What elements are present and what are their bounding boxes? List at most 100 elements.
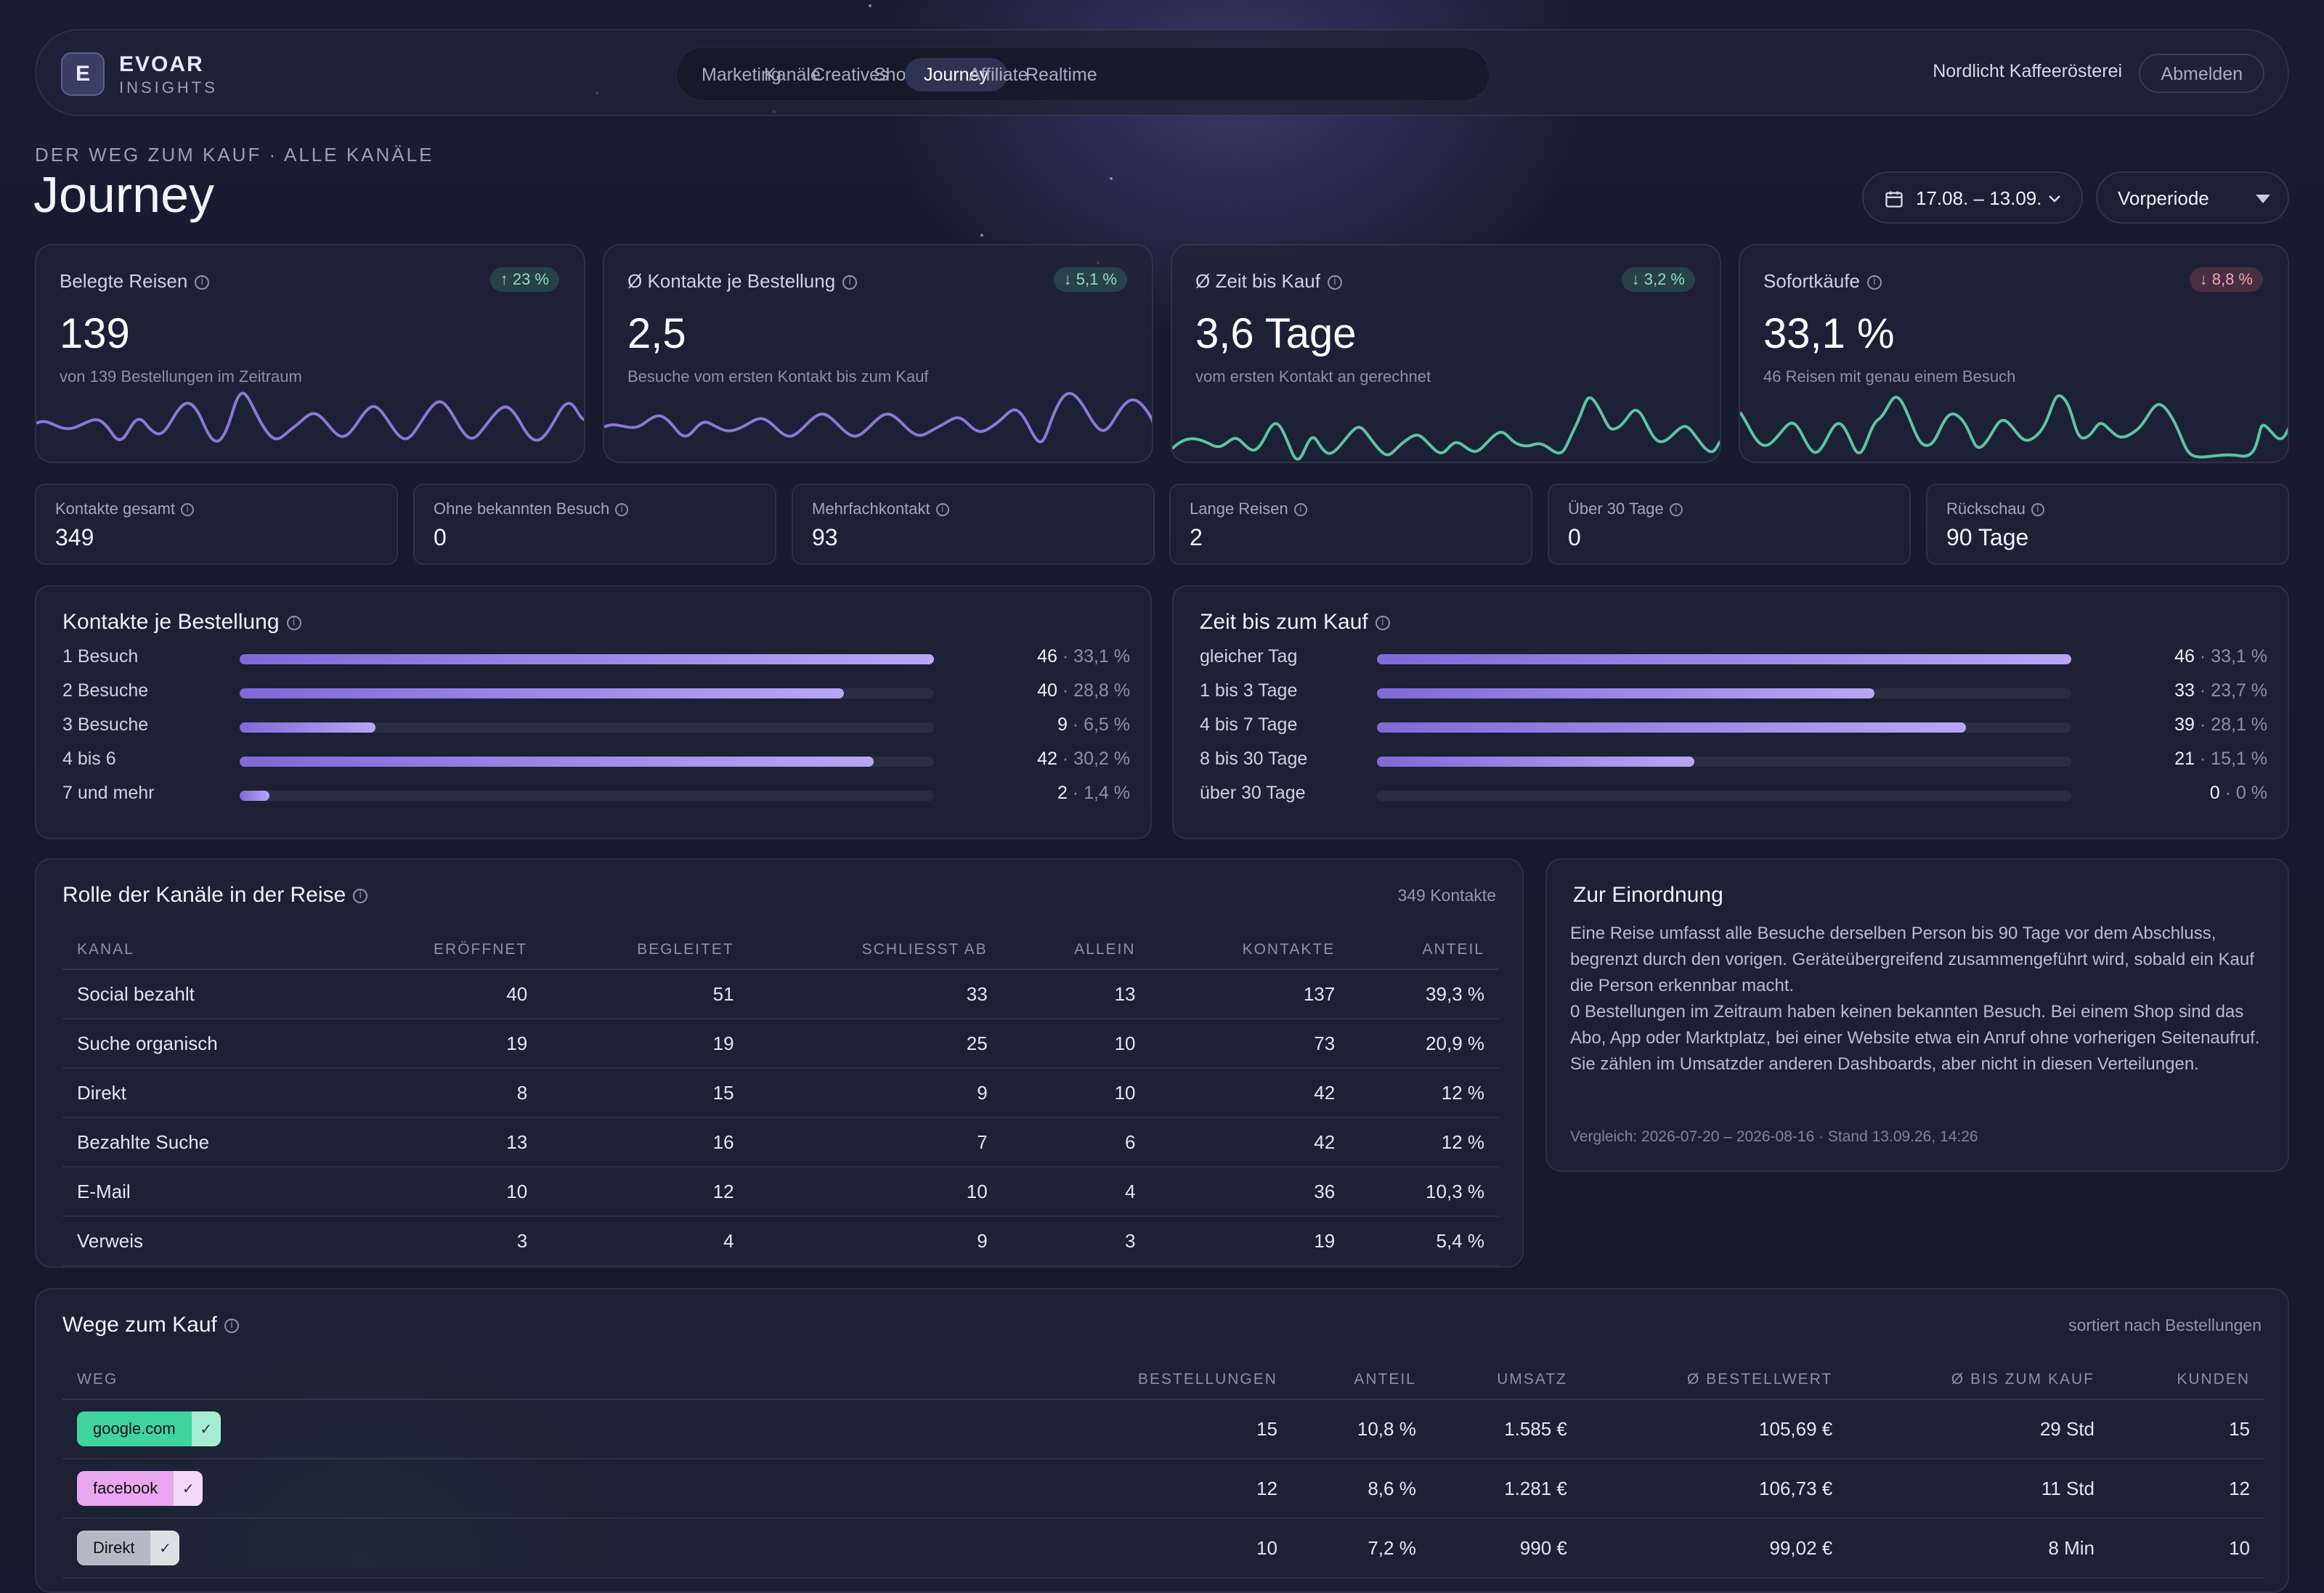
- table-cell: 6: [1001, 1117, 1150, 1168]
- nav-tab-creatives[interactable]: Creatives: [812, 65, 889, 85]
- info-icon[interactable]: i: [935, 503, 949, 517]
- kpi-card-zeit-bis-kauf: Ø Zeit bis Kauf i ↓ 3,2 % 3,6 Tage vom er…: [1171, 244, 1721, 463]
- info-icon[interactable]: i: [195, 275, 210, 290]
- distribution-label: 2 Besuche: [62, 680, 149, 701]
- stat-value: 2: [1190, 524, 1203, 550]
- column-header[interactable]: KONTAKTE: [1150, 931, 1350, 970]
- column-header[interactable]: BESTELLUNGEN: [1036, 1361, 1292, 1400]
- path-tag[interactable]: facebook ✓: [77, 1471, 203, 1506]
- column-header[interactable]: Ø BESTELLWERT: [1581, 1361, 1848, 1400]
- distribution-value: 39 · 28,1 %: [2174, 714, 2267, 736]
- distribution-label: 4 bis 6: [62, 749, 116, 769]
- card-title: Rolle der Kanäle in der Reise: [62, 883, 346, 907]
- stat-label: Lange Reisen: [1190, 500, 1288, 518]
- table-cell: 12: [1036, 1459, 1292, 1519]
- table-cell: 10,8 %: [1291, 1399, 1431, 1459]
- stat-value: 349: [55, 524, 94, 550]
- info-icon[interactable]: i: [353, 889, 368, 904]
- stat-value: 0: [434, 524, 447, 550]
- comparison-footer: Vergleich: 2026-07-20 – 2026-08-16 · Sta…: [1570, 1128, 1978, 1145]
- nav-tab-kanaele[interactable]: Kanäle: [764, 65, 821, 85]
- table-cell: 3: [340, 1216, 543, 1266]
- table-cell: 10: [1036, 1518, 1292, 1578]
- top-navigation-bar: E EVOAR INSIGHTS Marketing Kanäle Creati…: [35, 29, 2289, 116]
- distribution-bar: [240, 757, 874, 767]
- table-row[interactable]: google.com ✓ 15 10,8 % 1.585 €105,69 €29 Std…: [62, 1399, 2264, 1459]
- distribution-row: gleicher Tag 46 · 33,1 %: [1200, 646, 2267, 668]
- table-cell: 19: [340, 1019, 543, 1069]
- stat-label: Mehrfachkontakt: [812, 500, 930, 518]
- column-header[interactable]: SCHLIESST AB: [748, 931, 1002, 970]
- table-row[interactable]: facebook ✓ 12 8,6 % 1.281 €106,73 €11 Std 12: [62, 1459, 2264, 1519]
- distribution-count: 42: [1037, 749, 1057, 769]
- distribution-row: 3 Besuche 9 · 6,5 %: [62, 714, 1130, 736]
- path-tag[interactable]: google.com ✓: [77, 1411, 221, 1446]
- column-header[interactable]: WEG: [62, 1361, 1036, 1400]
- contacts-total-note: 349 Kontakte: [1397, 886, 1496, 905]
- distribution-bar-track: [240, 654, 934, 664]
- table-cell: 33: [748, 969, 1002, 1019]
- table-row[interactable]: Suche organisch 19 19 25 10 73 20,9 %: [62, 1019, 1499, 1069]
- column-header[interactable]: ERÖFFNET: [340, 931, 543, 970]
- table-cell: 10,3 %: [1349, 1167, 1499, 1217]
- table-row[interactable]: Verweis 3 4 9 3 19 5,4 %: [62, 1216, 1499, 1266]
- info-icon[interactable]: i: [181, 503, 195, 517]
- nav-tab-realtime[interactable]: Realtime: [1025, 65, 1097, 85]
- context-paragraph: Eine Reise umfasst alle Besuche derselbe…: [1570, 924, 2254, 995]
- kpi-subtitle: 46 Reisen mit genau einem Besuch: [1763, 367, 2016, 386]
- info-icon[interactable]: i: [224, 1319, 239, 1334]
- nav-tab-marketing[interactable]: Marketing: [702, 65, 781, 85]
- kpi-value: 2,5: [627, 310, 686, 357]
- table-row[interactable]: Social bezahlt 40 51 33 13 137 39,3 %: [62, 969, 1499, 1019]
- distribution-percent: · 15,1 %: [2199, 749, 2267, 769]
- path-tag[interactable]: Direkt ✓: [77, 1531, 180, 1565]
- table-cell: 4: [542, 1216, 749, 1266]
- column-header[interactable]: KANAL: [62, 931, 341, 970]
- distribution-value: 46 · 33,1 %: [2174, 646, 2267, 667]
- nav-tab-affiliate[interactable]: Affiliate: [969, 65, 1028, 85]
- kpi-trend-badge: ↓ 5,1 %: [1053, 267, 1127, 292]
- column-header[interactable]: KUNDEN: [2108, 1361, 2264, 1400]
- column-header[interactable]: ANTEIL: [1349, 931, 1499, 970]
- sort-note: sortiert nach Bestellungen: [2068, 1316, 2262, 1335]
- info-icon[interactable]: i: [286, 616, 301, 631]
- kpi-sparkline: [1172, 396, 1720, 461]
- brand-name: EVOAR: [119, 52, 204, 76]
- shop-name: Nordlicht Kaffeerösterei: [1933, 61, 2122, 81]
- table-cell: 3: [1001, 1216, 1150, 1266]
- table-row[interactable]: Bezahlte Suche 13 16 7 6 42 12 %: [62, 1117, 1499, 1168]
- stat-lange-reisen: Lange Reisen i 2: [1169, 484, 1532, 565]
- info-icon[interactable]: i: [842, 275, 858, 290]
- distribution-label: 1 bis 3 Tage: [1200, 680, 1298, 701]
- column-header[interactable]: ANTEIL: [1291, 1361, 1431, 1400]
- nav-tab-journey[interactable]: Journey: [905, 58, 1007, 91]
- logo-mark[interactable]: E: [61, 52, 105, 96]
- column-header[interactable]: BEGLEITET: [542, 931, 749, 970]
- info-icon[interactable]: i: [1866, 275, 1882, 290]
- logout-button[interactable]: Abmelden: [2139, 54, 2264, 93]
- table-row[interactable]: E-Mail 10 12 10 4 36 10,3 %: [62, 1167, 1499, 1217]
- channel-name: Suche organisch: [62, 1019, 341, 1069]
- compare-period-select[interactable]: Vorperiode: [2096, 171, 2289, 224]
- table-row[interactable]: Direkt ✓ 10 7,2 % 990 €99,02 €8 Min 10: [62, 1518, 2264, 1578]
- column-header[interactable]: UMSATZ: [1430, 1361, 1582, 1400]
- info-icon[interactable]: i: [1375, 616, 1390, 631]
- info-icon[interactable]: i: [1669, 503, 1683, 517]
- column-header[interactable]: Ø BIS ZUM KAUF: [1847, 1361, 2109, 1400]
- kpi-subtitle: vom ersten Kontakt an gerechnet: [1195, 367, 1431, 386]
- table-row[interactable]: Direkt 8 15 9 10 42 12 %: [62, 1068, 1499, 1118]
- table-cell: 1.585 €: [1430, 1399, 1582, 1459]
- distribution-label: über 30 Tage: [1200, 783, 1306, 803]
- distribution-bar-track: [240, 688, 934, 698]
- info-icon[interactable]: i: [615, 503, 629, 517]
- stat-value: 90 Tage: [1946, 524, 2029, 550]
- distribution-value: 0 · 0 %: [2210, 783, 2267, 804]
- column-header[interactable]: ALLEIN: [1001, 931, 1150, 970]
- info-icon[interactable]: i: [1327, 275, 1342, 290]
- distribution-row: 7 und mehr 2 · 1,4 %: [62, 783, 1130, 804]
- page-eyebrow: DER WEG ZUM KAUF · ALLE KANÄLE: [35, 144, 434, 166]
- date-range-picker[interactable]: 17.08. – 13.09.: [1862, 171, 2083, 224]
- stat-rueckschau: Rückschau i 90 Tage: [1926, 484, 2289, 565]
- info-icon[interactable]: i: [1293, 503, 1307, 517]
- info-icon[interactable]: i: [2031, 503, 2044, 517]
